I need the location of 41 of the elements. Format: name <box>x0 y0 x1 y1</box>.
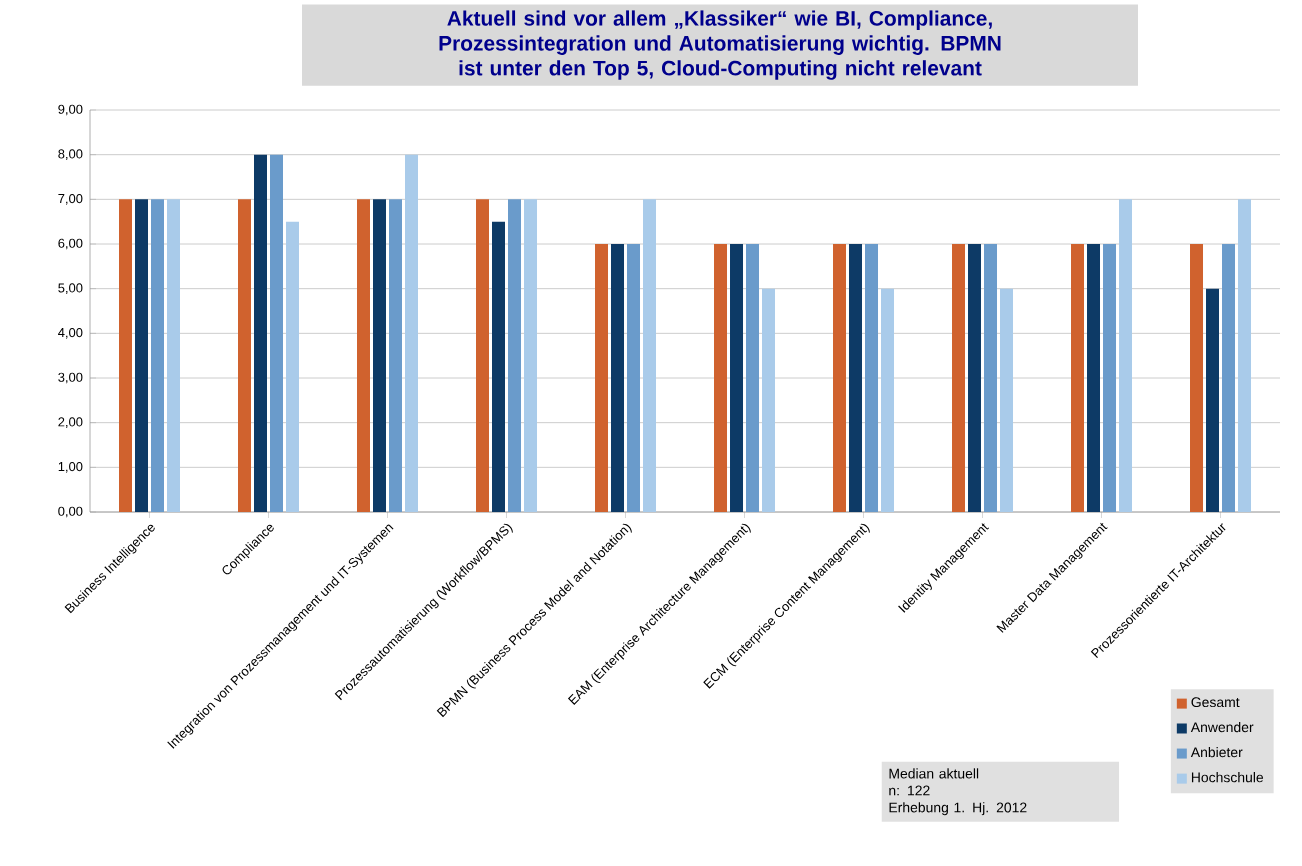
bar <box>881 288 895 512</box>
bar <box>1119 199 1133 512</box>
bar <box>730 244 744 512</box>
bar <box>595 244 609 512</box>
bar <box>270 154 283 512</box>
bar <box>762 288 776 512</box>
bar <box>524 199 538 512</box>
chart-title: Aktuell sind vor allem „Klassiker“ wie BI, Compliance, Prozessintegration und Automatisierung wichtig. BPMN ist unter den Top 5, Cloud-Computing nicht relevant <box>439 10 1001 80</box>
bar <box>1190 244 1204 512</box>
bar <box>1103 244 1117 512</box>
bar <box>1206 288 1220 512</box>
bar <box>389 199 402 512</box>
bar <box>167 199 180 512</box>
bar <box>508 199 522 512</box>
bar <box>286 221 299 512</box>
bar <box>357 199 370 512</box>
bar <box>476 199 489 512</box>
bar <box>952 244 966 512</box>
bar <box>1222 244 1236 512</box>
bar <box>238 199 251 512</box>
bar <box>1238 199 1252 512</box>
bar <box>151 199 164 512</box>
bar <box>1087 244 1101 512</box>
bar <box>865 244 879 512</box>
bar <box>968 244 982 512</box>
bar <box>627 244 641 512</box>
bar <box>135 199 148 512</box>
bar <box>492 221 505 512</box>
bar <box>714 244 728 512</box>
bar <box>373 199 386 512</box>
bar <box>611 244 625 512</box>
bar <box>405 154 418 512</box>
bar <box>119 199 132 512</box>
bar <box>833 244 847 512</box>
bar <box>1000 288 1014 512</box>
bar <box>254 154 267 512</box>
bar <box>984 244 998 512</box>
bar <box>643 199 657 512</box>
bar <box>746 244 760 512</box>
bar <box>1071 244 1085 512</box>
bar <box>849 244 863 512</box>
